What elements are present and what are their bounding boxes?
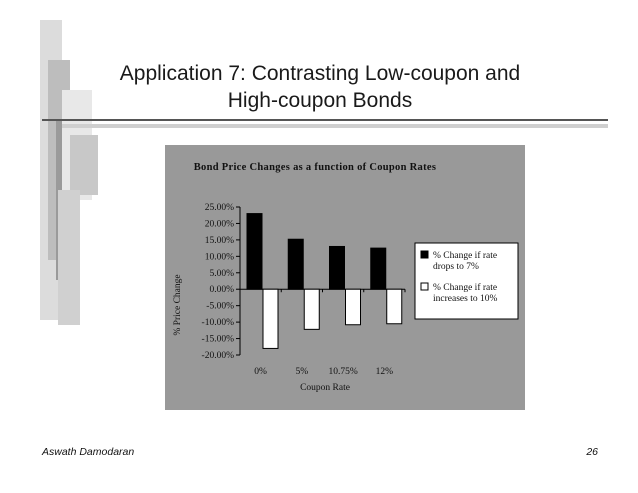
slide-title-line-2: High-coupon Bonds <box>227 89 413 112</box>
legend-box <box>414 242 519 320</box>
y-tick-label: 25.00% <box>205 203 234 213</box>
y-tick-label: -20.00% <box>202 351 235 361</box>
bar-rate-drop <box>246 213 263 290</box>
y-tick-label: 20.00% <box>205 219 234 229</box>
legend-label: % Change if rate <box>433 282 497 293</box>
slide-title: Application 7: Contrasting Low-coupon an… <box>80 60 560 114</box>
legend-swatch <box>420 250 429 259</box>
x-tick-label: 0% <box>254 367 267 377</box>
decorative-bar <box>70 135 98 195</box>
y-tick-label: -10.00% <box>202 318 235 328</box>
bar-rate-drop <box>370 247 387 290</box>
legend-label: drops to 7% <box>433 262 479 272</box>
bar-rate-increase <box>262 288 279 349</box>
x-tick-label: 10.75% <box>328 367 357 377</box>
y-tick-label: -15.00% <box>202 335 235 345</box>
bar-rate-increase <box>303 288 320 330</box>
legend-label: increases to 10% <box>433 294 497 304</box>
bar-rate-drop <box>287 238 304 290</box>
footer-author: Aswath Damodaran <box>42 446 135 458</box>
decorative-bar <box>58 190 80 325</box>
y-tick-label: -5.00% <box>206 302 234 312</box>
y-tick-label: 15.00% <box>205 236 234 246</box>
title-divider <box>42 119 608 121</box>
x-axis-label: Coupon Rate <box>300 383 350 393</box>
y-tick-label: 0.00% <box>209 285 234 295</box>
bar-rate-increase <box>345 288 361 326</box>
bar-rate-increase <box>386 288 403 325</box>
title-divider-shadow <box>62 124 608 128</box>
x-tick-label: 5% <box>296 367 309 377</box>
y-tick-label: 10.00% <box>205 252 234 262</box>
slide-title-line-1: Application 7: Contrasting Low-coupon an… <box>119 62 521 85</box>
chart-title: Bond Price Changes as a function of Coup… <box>193 162 437 173</box>
bar-rate-drop <box>329 245 345 290</box>
chart-panel: Bond Price Changes as a function of Coup… <box>165 145 525 410</box>
x-tick-label: 12% <box>376 367 394 377</box>
bar-chart: 25.00% 20.00% 15.00% 10.00% 5.00% 0.00% -5.00%… <box>202 203 519 377</box>
y-tick-label: 5.00% <box>209 269 234 279</box>
page-number: 26 <box>586 446 598 458</box>
legend-swatch <box>420 282 429 291</box>
legend-label: % Change if rate <box>433 250 497 261</box>
